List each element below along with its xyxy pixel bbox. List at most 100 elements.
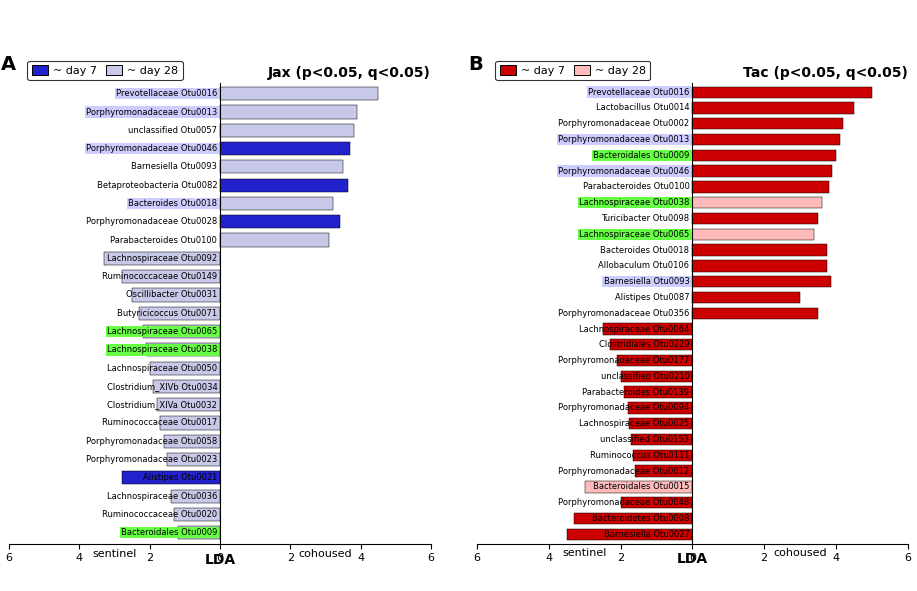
Text: Porphyromonadaceae Otu0023: Porphyromonadaceae Otu0023 <box>86 455 217 464</box>
Text: Lachnospiraceae Otu0050: Lachnospiraceae Otu0050 <box>107 363 217 372</box>
Bar <box>149 362 220 375</box>
Text: Tac (p<0.05, q<0.05): Tac (p<0.05, q<0.05) <box>743 66 908 80</box>
Text: Parabacteroides Otu0100: Parabacteroides Otu0100 <box>582 183 690 191</box>
Text: Porphyromonadaceae Otu0028: Porphyromonadaceae Otu0028 <box>86 217 217 226</box>
Bar <box>122 471 220 485</box>
Bar <box>139 307 220 320</box>
Bar <box>157 398 220 411</box>
Bar <box>574 513 692 524</box>
Text: Bacteroidetes Otu0008: Bacteroidetes Otu0008 <box>592 514 690 523</box>
Text: Lachnospiraceae Otu0065: Lachnospiraceae Otu0065 <box>107 327 217 336</box>
Text: Clostridiales Otu0229: Clostridiales Otu0229 <box>599 340 690 349</box>
Bar <box>220 178 348 191</box>
Text: unclassified Otu0153: unclassified Otu0153 <box>601 435 690 444</box>
Text: Porphyromonadaceae Otu0002: Porphyromonadaceae Otu0002 <box>558 119 690 128</box>
Text: Porphyromonadaceae Otu0013: Porphyromonadaceae Otu0013 <box>558 135 690 144</box>
Text: Jax (p<0.05, q<0.05): Jax (p<0.05, q<0.05) <box>268 66 431 80</box>
Text: Porphyromonadaceae Otu0012: Porphyromonadaceae Otu0012 <box>558 467 690 476</box>
Text: Lachnospiraceae Otu0038: Lachnospiraceae Otu0038 <box>580 198 690 207</box>
Legend: ~ day 7, ~ day 28: ~ day 7, ~ day 28 <box>28 61 182 80</box>
Text: Prevotellaceae Otu0016: Prevotellaceae Otu0016 <box>588 87 690 97</box>
Bar <box>143 325 220 338</box>
Bar <box>617 355 692 366</box>
Text: sentinel: sentinel <box>93 549 137 559</box>
Bar <box>629 418 692 430</box>
Text: Porphyromonadaceae Otu0046: Porphyromonadaceae Otu0046 <box>558 167 690 176</box>
Bar <box>631 434 692 445</box>
Text: Oscillibacter Otu0031: Oscillibacter Otu0031 <box>126 290 217 300</box>
Bar <box>692 276 831 287</box>
Text: Porphyromonadaceae Otu0177: Porphyromonadaceae Otu0177 <box>558 356 690 365</box>
Text: Barnesiella Otu0027: Barnesiella Otu0027 <box>603 530 690 539</box>
Text: Porphyromonadaceae Otu0046: Porphyromonadaceae Otu0046 <box>86 144 217 153</box>
Bar <box>692 213 818 224</box>
Text: Butyricicoccus Otu0071: Butyricicoccus Otu0071 <box>117 309 217 318</box>
Text: Allobaculum Otu0106: Allobaculum Otu0106 <box>599 261 690 270</box>
Bar <box>692 165 833 177</box>
Text: Lachnospiraceae Otu0092: Lachnospiraceae Otu0092 <box>107 254 217 263</box>
Bar <box>147 343 220 356</box>
Text: Alistipes Otu0021: Alistipes Otu0021 <box>143 473 217 482</box>
Text: Prevotellaceae Otu0016: Prevotellaceae Otu0016 <box>116 89 217 98</box>
Bar <box>153 380 220 393</box>
Text: Lachnospiraceae Otu0064: Lachnospiraceae Otu0064 <box>580 324 690 333</box>
Text: Ruminococcaceae Otu0149: Ruminococcaceae Otu0149 <box>102 272 217 281</box>
Text: LDA: LDA <box>677 551 708 566</box>
Bar <box>692 260 827 271</box>
Bar <box>122 270 220 283</box>
Text: cohoused: cohoused <box>299 549 352 559</box>
Bar <box>178 526 220 540</box>
Text: LDA: LDA <box>204 553 236 567</box>
Text: Clostridium_XIVb Otu0034: Clostridium_XIVb Otu0034 <box>106 382 217 391</box>
Text: Bacteroides Otu0018: Bacteroides Otu0018 <box>601 246 690 255</box>
Bar <box>635 466 692 477</box>
Text: Lachnospiraceae Otu0065: Lachnospiraceae Otu0065 <box>580 230 690 239</box>
Bar <box>692 134 840 145</box>
Text: unclassified Otu0057: unclassified Otu0057 <box>128 126 217 135</box>
Text: Porphyromonadaceae Otu0058: Porphyromonadaceae Otu0058 <box>86 437 217 446</box>
Text: Bacteroides Otu0018: Bacteroides Otu0018 <box>128 199 217 208</box>
Text: Ruminococcaceae Otu0020: Ruminococcaceae Otu0020 <box>102 510 217 519</box>
Text: A: A <box>1 54 16 73</box>
Bar <box>220 105 358 119</box>
Bar <box>628 402 692 414</box>
Text: sentinel: sentinel <box>562 548 607 558</box>
Bar <box>160 417 220 430</box>
Bar <box>692 292 800 303</box>
Bar <box>692 118 844 129</box>
Bar <box>164 435 220 448</box>
Bar <box>220 160 343 174</box>
Bar <box>692 102 854 113</box>
Bar <box>633 450 692 461</box>
Bar <box>220 87 378 100</box>
Legend: ~ day 7, ~ day 28: ~ day 7, ~ day 28 <box>495 61 650 80</box>
Bar <box>220 215 339 228</box>
Text: Porphyromonadaceae Otu0356: Porphyromonadaceae Otu0356 <box>558 309 690 318</box>
Text: Barnesiella Otu0093: Barnesiella Otu0093 <box>603 277 690 286</box>
Text: Barnesiella Otu0093: Barnesiella Otu0093 <box>131 163 217 171</box>
Text: Lachnospiraceae Otu0038: Lachnospiraceae Otu0038 <box>107 345 217 355</box>
Text: Lachnospiraceae Otu0036: Lachnospiraceae Otu0036 <box>107 492 217 501</box>
Bar <box>692 181 829 193</box>
Text: Ruminococcus Otu0111: Ruminococcus Otu0111 <box>590 451 690 460</box>
Bar <box>585 481 692 492</box>
Text: Bacteroidales Otu0009: Bacteroidales Otu0009 <box>593 151 690 160</box>
Text: Clostridium_XIVa Otu0032: Clostridium_XIVa Otu0032 <box>107 400 217 409</box>
Text: Lachnospiraceae Otu0025: Lachnospiraceae Otu0025 <box>580 419 690 428</box>
Bar <box>132 288 220 301</box>
Bar <box>567 528 692 540</box>
Text: Lactobacillus Otu0014: Lactobacillus Otu0014 <box>596 103 690 112</box>
Text: unclassified Otu0210: unclassified Otu0210 <box>601 372 690 381</box>
Bar <box>621 371 692 382</box>
Text: Bacteroidales Otu0009: Bacteroidales Otu0009 <box>121 528 217 537</box>
Bar <box>610 339 692 350</box>
Bar <box>692 86 872 98</box>
Bar <box>174 508 220 521</box>
Bar <box>167 453 220 466</box>
Text: Porphyromonadaceae Otu0094: Porphyromonadaceae Otu0094 <box>558 404 690 413</box>
Bar <box>220 197 333 210</box>
Text: Parabacteroides Otu0100: Parabacteroides Otu0100 <box>110 236 217 245</box>
Bar <box>220 233 329 246</box>
Text: Porphyromonadaceae Otu0013: Porphyromonadaceae Otu0013 <box>86 108 217 116</box>
Text: Betaproteobacteria Otu0082: Betaproteobacteria Otu0082 <box>96 181 217 190</box>
